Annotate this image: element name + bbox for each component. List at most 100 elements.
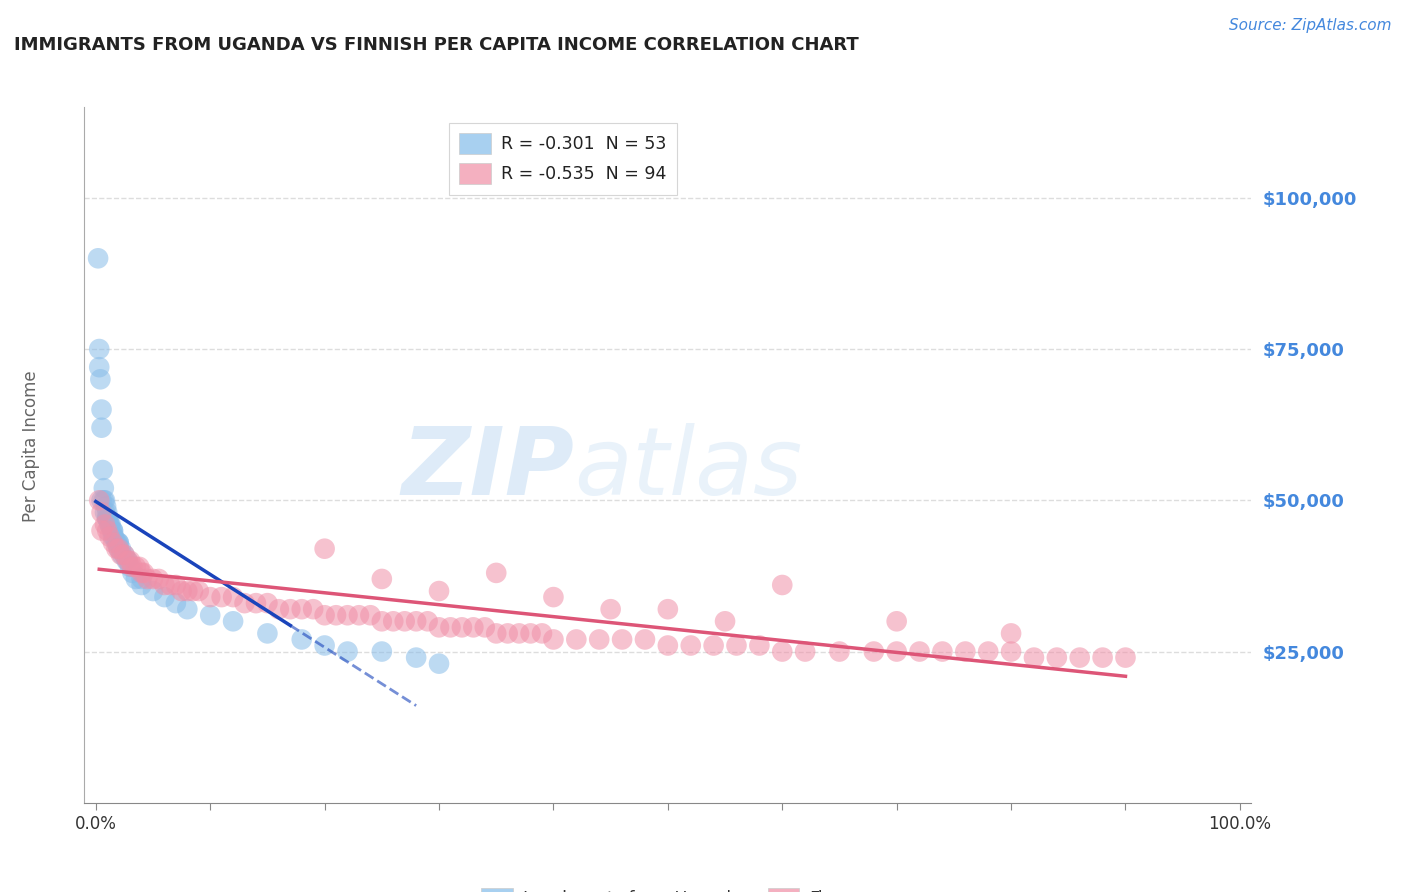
Point: [451, 620, 474, 634]
Point: [657, 639, 679, 653]
Point: [508, 626, 530, 640]
Point: [153, 590, 176, 604]
Point: [97, 511, 120, 525]
Point: [382, 615, 405, 629]
Point: [176, 584, 198, 599]
Point: [142, 584, 165, 599]
Point: [427, 584, 450, 599]
Text: ZIP: ZIP: [402, 423, 575, 515]
Point: [112, 548, 135, 562]
Point: [181, 584, 204, 599]
Point: [278, 602, 301, 616]
Point: [98, 517, 121, 532]
Point: [862, 644, 884, 658]
Point: [94, 500, 117, 514]
Point: [599, 602, 621, 616]
Point: [110, 548, 132, 562]
Point: [131, 566, 153, 580]
Point: [336, 644, 359, 658]
Point: [405, 650, 427, 665]
Point: [314, 639, 336, 653]
Point: [170, 584, 193, 599]
Point: [543, 632, 565, 647]
Point: [176, 602, 198, 616]
Point: [463, 620, 485, 634]
Point: [136, 572, 159, 586]
Point: [1046, 650, 1069, 665]
Point: [128, 559, 150, 574]
Point: [132, 566, 155, 580]
Point: [1091, 650, 1114, 665]
Point: [187, 584, 209, 599]
Point: [634, 632, 657, 647]
Point: [107, 535, 129, 549]
Point: [703, 639, 725, 653]
Point: [125, 559, 148, 574]
Point: [427, 657, 450, 671]
Point: [115, 554, 138, 568]
Point: [336, 608, 359, 623]
Point: [120, 554, 142, 568]
Point: [291, 602, 314, 616]
Point: [120, 559, 142, 574]
Point: [347, 608, 370, 623]
Point: [657, 602, 679, 616]
Point: [89, 493, 111, 508]
Point: [485, 566, 508, 580]
Point: [679, 639, 702, 653]
Point: [725, 639, 748, 653]
Point: [90, 402, 112, 417]
Point: [90, 420, 112, 434]
Point: [98, 517, 121, 532]
Point: [87, 252, 110, 266]
Point: [1000, 644, 1022, 658]
Point: [530, 626, 553, 640]
Point: [98, 530, 121, 544]
Text: IMMIGRANTS FROM UGANDA VS FINNISH PER CAPITA INCOME CORRELATION CHART: IMMIGRANTS FROM UGANDA VS FINNISH PER CA…: [14, 36, 859, 54]
Point: [977, 644, 1000, 658]
Point: [90, 493, 112, 508]
Point: [222, 590, 245, 604]
Point: [96, 505, 118, 519]
Point: [496, 626, 519, 640]
Point: [245, 596, 267, 610]
Point: [159, 578, 181, 592]
Point: [1022, 650, 1045, 665]
Point: [107, 535, 129, 549]
Point: [94, 517, 117, 532]
Point: [90, 505, 112, 519]
Point: [89, 342, 111, 356]
Point: [931, 644, 953, 658]
Point: [267, 602, 290, 616]
Point: [794, 644, 817, 658]
Text: Source: ZipAtlas.com: Source: ZipAtlas.com: [1229, 18, 1392, 33]
Point: [427, 620, 450, 634]
Point: [96, 511, 118, 525]
Point: [1114, 650, 1136, 665]
Point: [439, 620, 461, 634]
Point: [142, 572, 165, 586]
Point: [233, 596, 256, 610]
Point: [291, 632, 314, 647]
Point: [121, 559, 143, 574]
Point: [371, 572, 394, 586]
Point: [131, 572, 153, 586]
Point: [325, 608, 347, 623]
Point: [101, 524, 124, 538]
Point: [416, 615, 439, 629]
Point: [165, 578, 187, 592]
Point: [93, 493, 115, 508]
Point: [103, 530, 125, 544]
Point: [314, 608, 336, 623]
Point: [89, 372, 111, 386]
Point: [748, 639, 770, 653]
Point: [111, 548, 134, 562]
Point: [886, 644, 908, 658]
Point: [770, 644, 793, 658]
Point: [828, 644, 851, 658]
Point: [714, 615, 737, 629]
Point: [107, 541, 129, 556]
Point: [117, 554, 139, 568]
Point: [610, 632, 633, 647]
Point: [565, 632, 588, 647]
